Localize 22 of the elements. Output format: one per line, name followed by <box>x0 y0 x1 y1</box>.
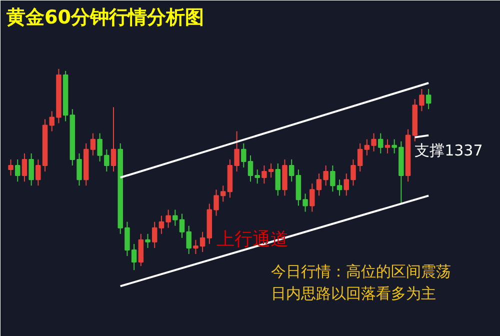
candlestick <box>76 152 82 186</box>
candlestick <box>336 179 342 196</box>
text: 日内思路以回落看多为主 <box>271 284 436 302</box>
candlestick <box>8 158 14 176</box>
candlestick <box>145 233 150 248</box>
annotation: 今日行情：高位的区间震荡 <box>271 262 452 280</box>
candlestick <box>344 173 350 196</box>
series-label: 支撑1337 <box>414 141 483 160</box>
candlestick <box>288 158 294 182</box>
candlestick <box>138 233 144 267</box>
candlestick <box>330 164 336 192</box>
candlestick <box>110 106 116 172</box>
candlestick <box>152 221 158 248</box>
candlestick <box>28 152 34 186</box>
candlestick <box>378 132 384 154</box>
candlestick <box>384 138 390 154</box>
candlestick <box>15 158 20 182</box>
candlestick <box>90 132 96 156</box>
candlestick <box>22 152 28 182</box>
chart-title: 黄金60分钟行情分析图 <box>6 6 204 28</box>
candlestick <box>426 88 432 110</box>
candlestick <box>275 162 281 196</box>
